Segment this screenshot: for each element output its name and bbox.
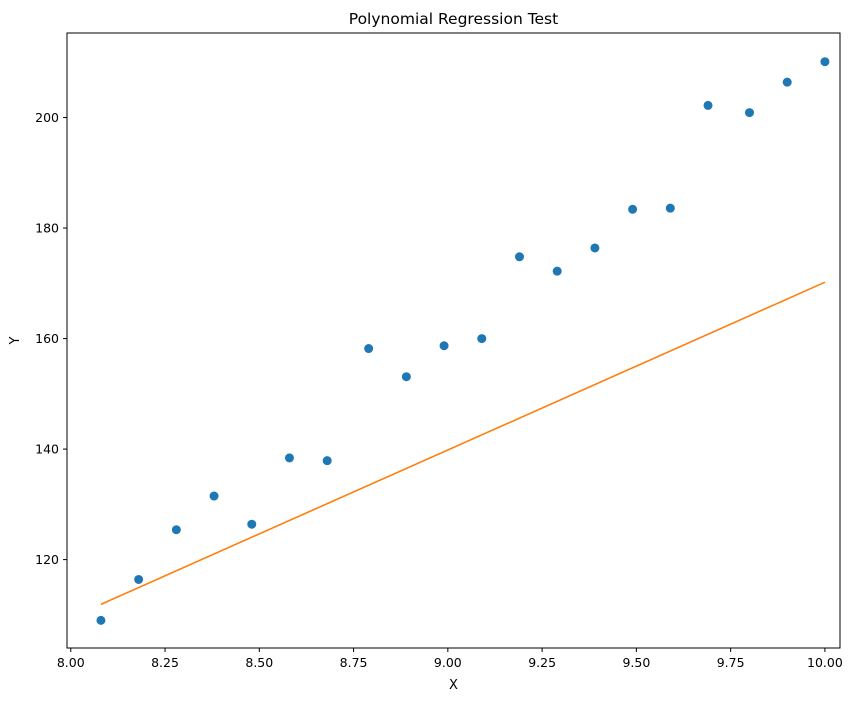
plot-frame — [66, 32, 841, 649]
y-tick-label: 180 — [35, 221, 59, 236]
scatter-point — [439, 341, 449, 351]
plot-area — [96, 57, 830, 625]
scatter-point — [401, 372, 411, 382]
x-tick-label: 8.00 — [57, 655, 85, 670]
x-tick-label: 9.75 — [717, 655, 745, 670]
scatter-point — [590, 243, 600, 253]
x-tick-label: 9.50 — [622, 655, 650, 670]
scatter-point — [322, 456, 332, 466]
scatter-point — [552, 266, 562, 276]
x-tick-label: 10.00 — [807, 655, 843, 670]
x-tick-label: 8.75 — [340, 655, 368, 670]
scatter-point — [782, 77, 792, 87]
scatter-point — [364, 344, 374, 354]
scatter-point — [134, 574, 144, 584]
y-axis: 120 140 160 180 200 — [35, 110, 67, 567]
fit-line — [100, 281, 826, 606]
scatter-point — [703, 100, 713, 110]
x-axis: 8.00 8.25 8.50 8.75 9.00 9.25 9.50 9.75 10.00 — [57, 648, 843, 670]
y-tick-label: 140 — [35, 442, 59, 457]
y-tick-label: 120 — [35, 552, 59, 567]
scatter-point — [96, 615, 106, 625]
scatter-point — [284, 453, 294, 463]
chart-title: Polynomial Regression Test — [349, 10, 558, 28]
x-tick-label: 8.50 — [245, 655, 273, 670]
y-tick-label: 160 — [35, 331, 59, 346]
scatter-point — [209, 491, 219, 501]
scatter-point — [665, 203, 675, 213]
scatter-point — [745, 108, 755, 118]
x-tick-label: 9.00 — [434, 655, 462, 670]
scatter-point — [477, 334, 487, 344]
y-tick-label: 200 — [35, 110, 59, 125]
x-axis-label: X — [449, 678, 458, 693]
scatter-point — [628, 204, 638, 214]
x-tick-label: 8.25 — [151, 655, 179, 670]
y-axis-label: Y — [8, 336, 23, 345]
scatter-point — [171, 525, 181, 535]
x-tick-label: 9.25 — [528, 655, 556, 670]
scatter-point — [247, 519, 257, 529]
scatter-point — [820, 57, 830, 67]
scatter-point — [514, 252, 524, 262]
